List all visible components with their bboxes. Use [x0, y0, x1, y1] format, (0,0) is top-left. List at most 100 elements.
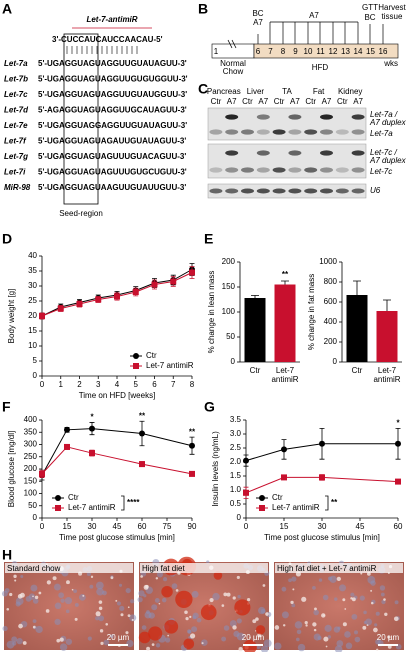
data-point	[64, 426, 70, 433]
blot-band	[351, 167, 365, 173]
nucleus	[163, 577, 168, 582]
blot-band	[225, 150, 239, 156]
x-tick-label: 45	[356, 522, 365, 531]
nucleus	[191, 590, 199, 598]
nucleus	[322, 594, 329, 601]
x-tick-label: 60	[394, 522, 403, 531]
vacuole	[18, 623, 23, 629]
blot-band	[241, 188, 254, 194]
vacuole	[125, 631, 129, 635]
legend-label: Ctr	[68, 493, 79, 502]
vacuole	[175, 589, 179, 592]
blot-band	[335, 188, 349, 194]
y-axis-label: Blood glucose [mg/dl]	[7, 431, 16, 508]
data-point	[170, 278, 177, 285]
vacuole	[314, 607, 317, 611]
blot	[207, 183, 367, 199]
blot-band	[241, 167, 254, 173]
blot-band	[225, 114, 239, 120]
nucleus	[116, 601, 122, 606]
y-tick-label: 35	[28, 266, 37, 275]
lipid-droplet	[148, 626, 163, 641]
x-tick-label: 5	[134, 380, 139, 389]
timeline-break	[227, 39, 237, 49]
hfd-bar	[253, 43, 399, 59]
mirna-sequence: 5'-UGAGGUAGUAGGUUGUGUGGUU-3'	[38, 75, 188, 84]
bar	[346, 295, 368, 362]
tissue	[274, 562, 404, 650]
vacuole	[146, 646, 151, 651]
nucleus	[294, 621, 303, 629]
blot-band	[304, 129, 318, 135]
mirna-name: Let-7e	[4, 121, 28, 130]
nucleus	[237, 594, 241, 599]
vacuole	[387, 635, 391, 639]
blot-band	[320, 167, 333, 173]
tissue-label: TA	[282, 87, 292, 96]
blot-band	[256, 188, 270, 194]
blot-band	[225, 129, 239, 135]
blot-band	[288, 150, 302, 156]
nucleus	[260, 645, 269, 652]
vacuole	[32, 595, 34, 598]
nucleus	[359, 595, 365, 601]
y-tick-label: 30	[28, 281, 37, 290]
data-point	[95, 296, 102, 303]
vacuole	[221, 604, 225, 607]
lane-label: A7	[258, 97, 268, 106]
vacuole	[66, 580, 70, 585]
x-tick-label: 15	[280, 522, 289, 531]
nucleus	[233, 630, 240, 638]
y-tick-label: 400	[324, 317, 338, 326]
mirna-name: Let-7i	[4, 168, 26, 177]
blot-band	[351, 188, 365, 194]
week-tick: 14	[354, 47, 363, 56]
mirna-sequence: 5'-UGAGGUAGUAGGUUGUAUAGUU-3'	[38, 59, 187, 68]
vacuole	[143, 584, 149, 590]
data-point	[243, 457, 249, 464]
nucleus	[324, 624, 332, 632]
nucleus	[339, 584, 347, 592]
data-point	[89, 450, 95, 457]
nucleus	[354, 636, 361, 643]
x-tick-label: 60	[138, 522, 147, 531]
nucleus	[58, 592, 64, 599]
nucleus	[137, 596, 143, 603]
x-tick-label: 0	[244, 522, 249, 531]
nucleus	[64, 597, 73, 605]
vacuole	[59, 637, 64, 642]
antimir-sequence: 3'-CUCCAUCAUCCAACAU-5'	[52, 35, 163, 44]
nucleus	[130, 599, 135, 604]
legend-label: Let-7 antimiR	[272, 503, 320, 512]
blot-band	[304, 167, 318, 173]
vacuole	[321, 613, 326, 618]
vacuole	[9, 592, 13, 597]
lipid-droplet	[161, 585, 173, 598]
nucleus	[161, 597, 167, 603]
series-line	[245, 443, 398, 462]
data-point	[139, 430, 145, 437]
blot-band	[272, 167, 286, 173]
vacuole	[151, 643, 155, 647]
blot-band	[256, 150, 270, 156]
tissue-label: Fat	[313, 87, 325, 96]
tissue-label: Kidney	[338, 87, 362, 96]
nucleus	[380, 592, 385, 597]
vacuole	[167, 634, 170, 637]
y-tick-label: 0	[33, 513, 38, 522]
antimir-label: Let-7-antimiR	[86, 15, 137, 24]
vacuole	[247, 598, 251, 602]
nucleus	[223, 625, 230, 631]
vacuole	[292, 588, 295, 591]
vacuole	[351, 597, 356, 602]
vacuole	[209, 597, 214, 603]
y-tick-label: 0.5	[230, 499, 242, 508]
mirna-name: Let-7a	[4, 59, 28, 68]
data-point	[64, 443, 70, 450]
blot-band	[256, 114, 270, 120]
vacuole	[370, 601, 374, 605]
blot-label: A7 duplex	[369, 156, 407, 165]
blot-band	[351, 150, 365, 156]
vacuole	[226, 592, 231, 597]
vacuole	[184, 610, 188, 614]
